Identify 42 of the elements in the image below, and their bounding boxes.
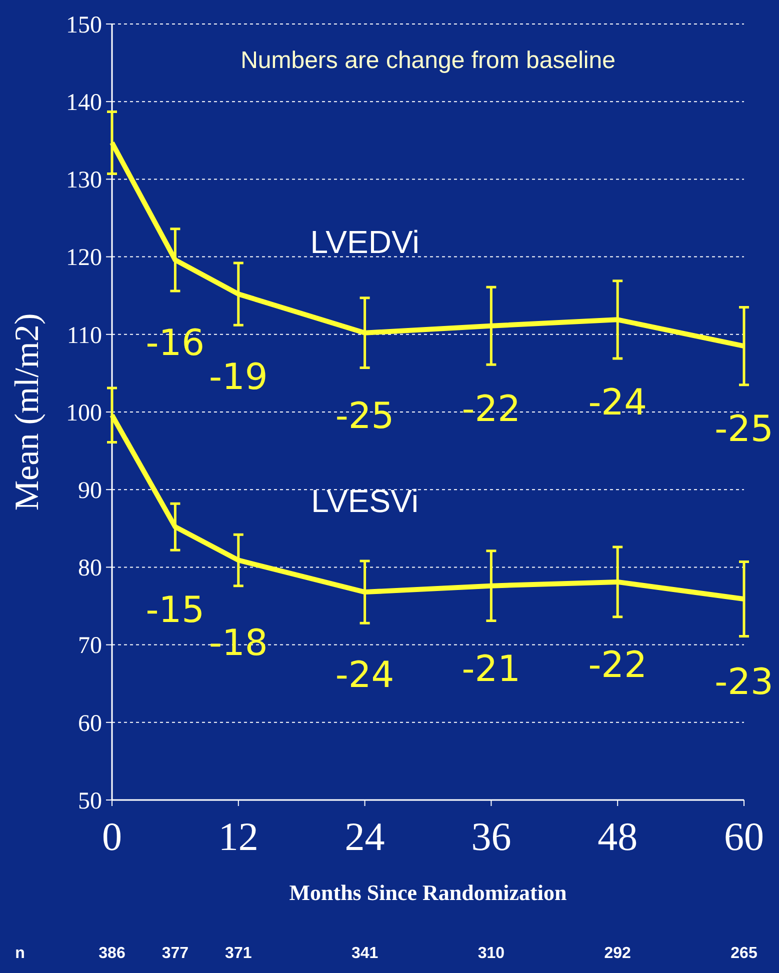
annotation: -24 — [588, 382, 648, 424]
annotation: -15 — [146, 590, 205, 631]
text: 341 — [351, 945, 378, 962]
x-tick-label: 12 — [218, 814, 258, 859]
text: Numbers are change from baseline — [240, 47, 616, 74]
x-tick-label: 36 — [471, 814, 512, 859]
annotation: -25 — [335, 396, 394, 437]
y-tick-label: 120 — [66, 245, 102, 272]
annotation: -21 — [462, 648, 521, 690]
y-tick-label: 50 — [78, 788, 102, 814]
text: 292 — [604, 945, 632, 962]
text: 386 — [98, 945, 126, 962]
annotation: -18 — [208, 623, 268, 664]
annotation: -23 — [714, 662, 774, 704]
x-tick-label: 60 — [724, 814, 764, 859]
x-tick-label: 0 — [102, 814, 122, 859]
y-tick-label: 100 — [66, 400, 102, 426]
annotation: -24 — [335, 655, 394, 696]
text: 265 — [730, 945, 758, 962]
x-tick-label: 24 — [344, 814, 385, 859]
text: 310 — [478, 945, 505, 962]
y-tick-label: 110 — [66, 322, 102, 349]
y-tick-label: 140 — [66, 90, 102, 116]
annotation: -19 — [208, 357, 268, 398]
text: 371 — [225, 945, 252, 962]
annotation: -25 — [714, 409, 774, 450]
y-tick-label: 130 — [66, 168, 102, 194]
annotation: -22 — [462, 388, 521, 430]
y-tick-label: 60 — [78, 710, 102, 737]
x-axis-title: Months Since Randomization — [289, 880, 567, 905]
y-tick-label: 80 — [78, 556, 102, 582]
y-axis-title: Mean (ml/m2) — [9, 313, 46, 511]
annotation: -22 — [588, 644, 648, 686]
text: 377 — [162, 945, 189, 962]
series-label: LVESVi — [311, 483, 418, 520]
y-tick-label: 70 — [78, 633, 102, 660]
x-tick-label: 48 — [598, 814, 638, 859]
y-tick-label: 90 — [78, 478, 102, 504]
annotation: -16 — [146, 322, 205, 364]
text: n — [15, 945, 25, 962]
series-label: LVEDVi — [310, 224, 420, 260]
y-tick-label: 150 — [66, 12, 102, 38]
